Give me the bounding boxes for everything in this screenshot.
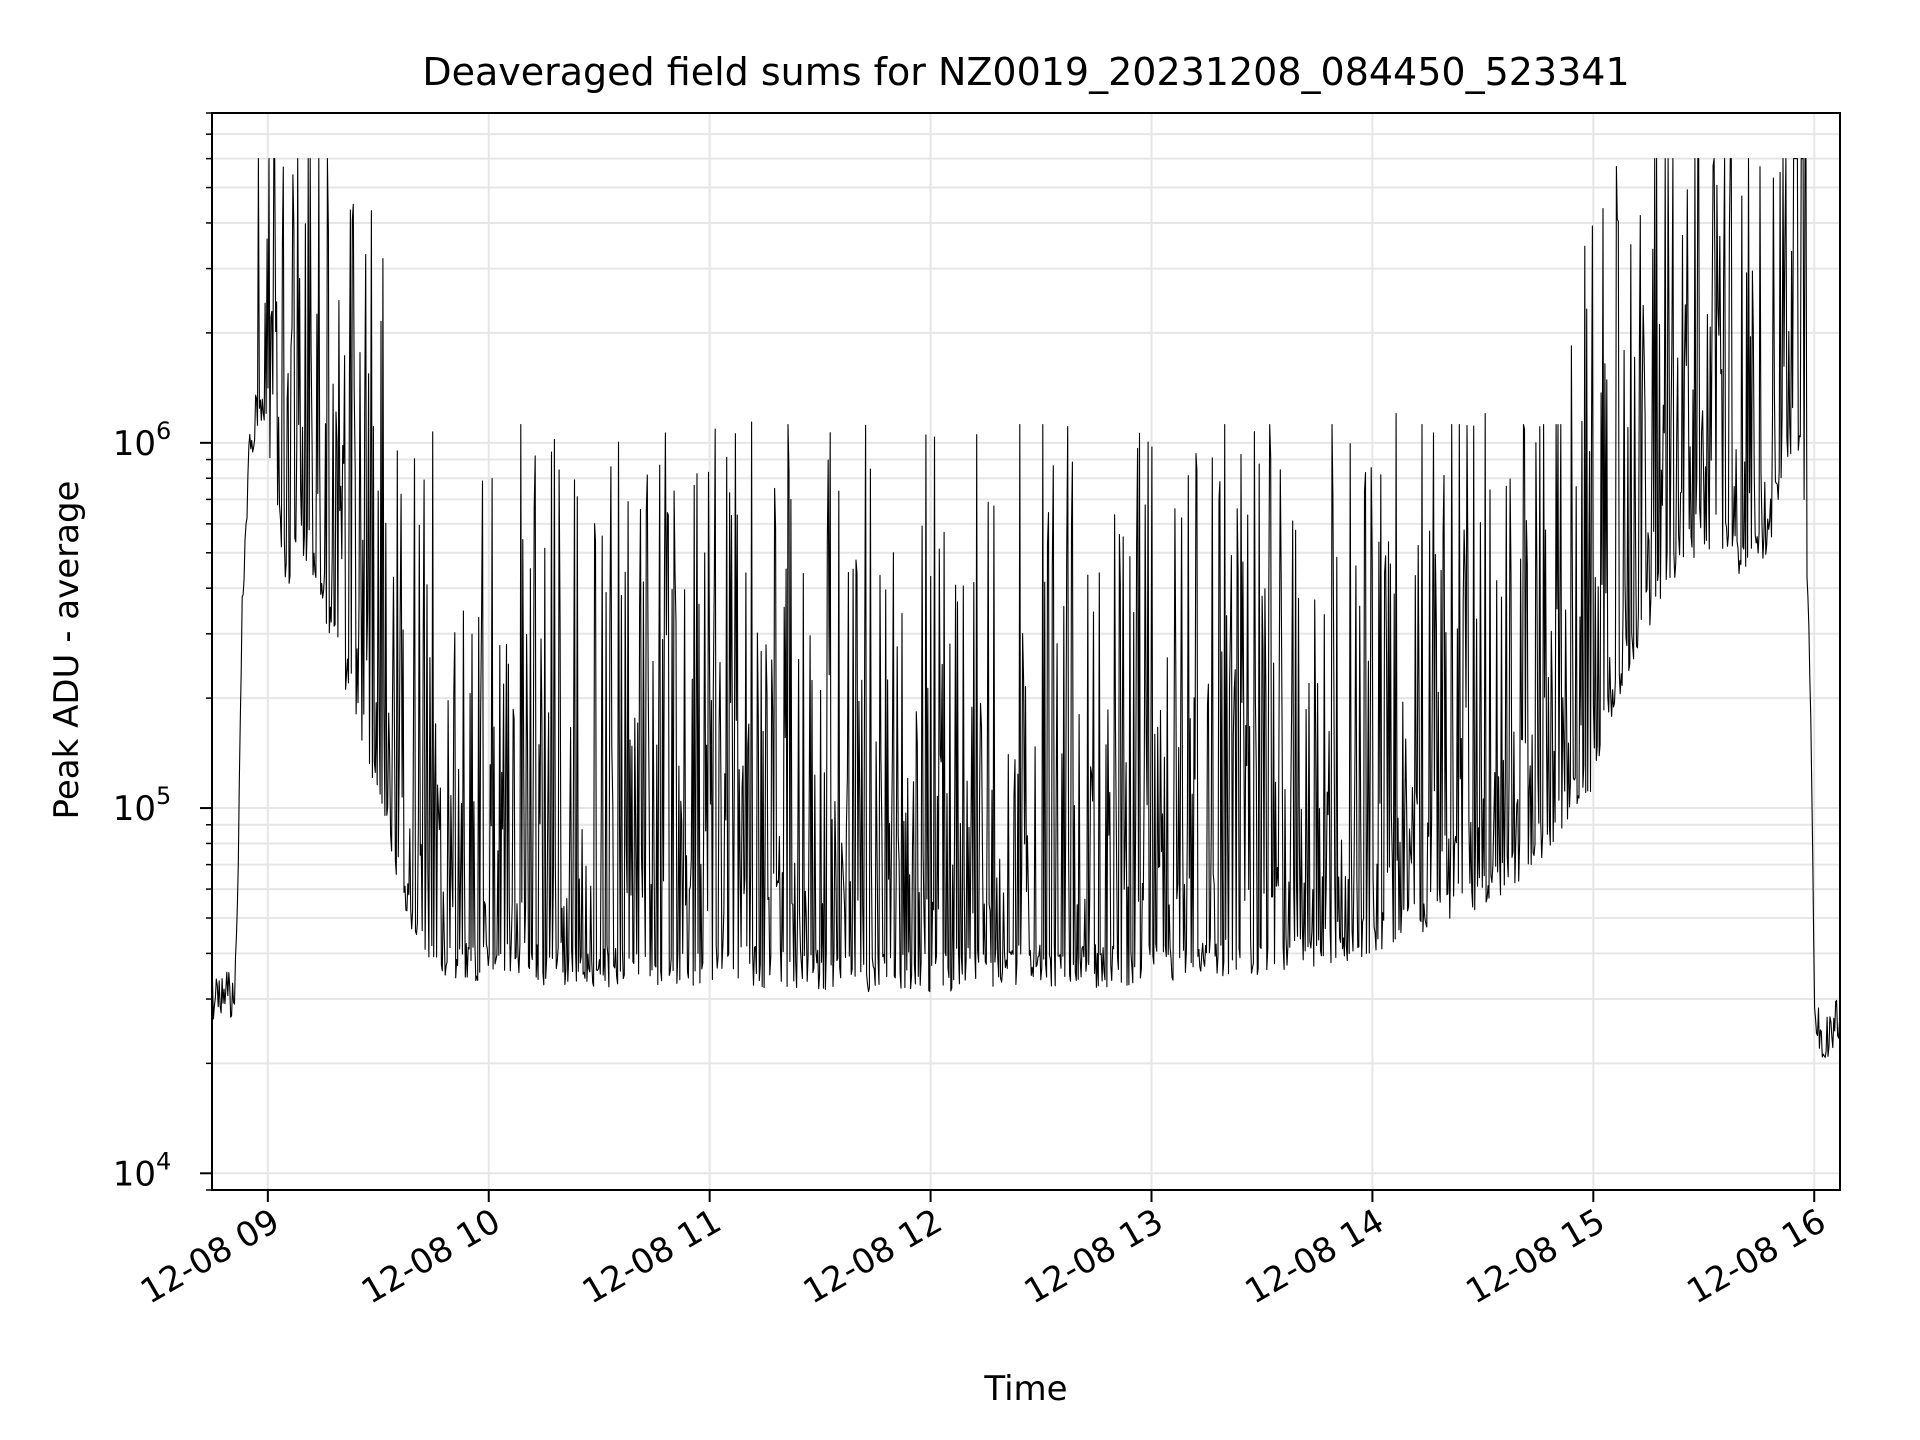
data-layer (211, 158, 1841, 1058)
y-axis-label: Peak ADU - average (47, 481, 87, 820)
series-line (211, 158, 1841, 1058)
plot-frame (211, 112, 1841, 1191)
y-tick-label: 106 (113, 417, 172, 464)
y-tick-label: 105 (113, 782, 172, 829)
y-tick-label: 104 (113, 1147, 172, 1194)
chart-title: Deaveraged field sums for NZ0019_2023120… (422, 50, 1629, 94)
x-axis-label: Time (983, 1369, 1067, 1409)
